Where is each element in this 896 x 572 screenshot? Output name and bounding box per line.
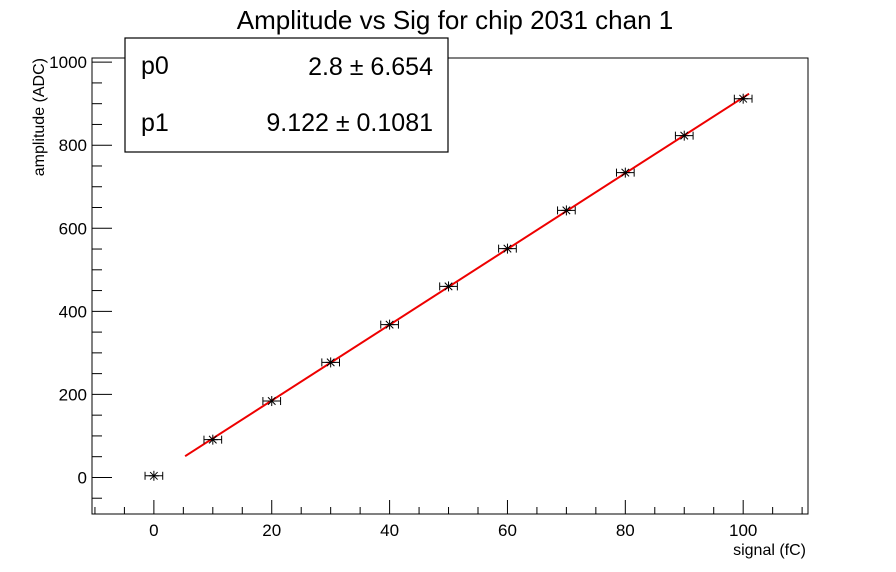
x-tick-label: 40 xyxy=(380,521,399,540)
marker-stroke xyxy=(385,320,394,329)
marker-stroke xyxy=(326,358,335,367)
marker-stroke xyxy=(680,131,689,140)
x-axis-ticks xyxy=(94,500,803,514)
x-axis-title: signal (fC) xyxy=(733,542,806,559)
data-point xyxy=(262,396,282,407)
x-tick-label: 80 xyxy=(616,521,635,540)
chart-title: Amplitude vs Sig for chip 2031 chan 1 xyxy=(237,5,673,35)
data-point xyxy=(674,130,694,141)
marker-stroke xyxy=(503,244,512,253)
y-tick-label: 800 xyxy=(59,136,87,155)
stats-box: p0 2.8 ± 6.654 p1 9.122 ± 0.1081 xyxy=(124,37,449,153)
x-tick-label: 0 xyxy=(149,521,158,540)
stats-p1-name: p1 xyxy=(141,109,169,137)
y-axis-ticks xyxy=(92,61,112,499)
x-tick-label: 20 xyxy=(262,521,281,540)
data-point xyxy=(498,243,517,254)
stats-p0-name: p0 xyxy=(141,52,169,80)
stats-box-frame xyxy=(124,37,449,153)
stats-p0-value: 2.8 ± 6.654 xyxy=(308,53,433,81)
stats-p1-value: 9.122 ± 0.1081 xyxy=(266,109,433,137)
plot-frame xyxy=(91,57,809,515)
data-points xyxy=(144,93,753,481)
y-axis-title: amplitude (ADC) xyxy=(31,58,48,176)
y-tick-label: 200 xyxy=(59,385,87,404)
y-tick-label: 400 xyxy=(59,302,87,321)
data-point xyxy=(203,434,223,445)
y-axis-tick-labels: 0 200 400 600 800 1000 xyxy=(49,53,87,487)
marker-stroke xyxy=(149,471,158,480)
y-tick-label: 1000 xyxy=(49,53,87,72)
x-tick-label: 60 xyxy=(498,521,517,540)
data-point xyxy=(321,357,341,368)
data-point xyxy=(557,205,576,216)
marker-stroke xyxy=(739,94,748,103)
marker-stroke xyxy=(444,282,453,291)
data-point xyxy=(615,167,635,178)
marker-stroke xyxy=(267,396,276,406)
fit-line xyxy=(184,92,750,458)
y-tick-label: 0 xyxy=(78,468,87,487)
marker-stroke xyxy=(621,168,630,177)
y-tick-label: 600 xyxy=(59,219,87,238)
data-point xyxy=(380,319,399,330)
x-axis-tick-labels: 0 20 40 60 80 100 xyxy=(149,521,757,540)
data-point xyxy=(733,93,753,104)
x-tick-label: 100 xyxy=(729,521,757,540)
data-point xyxy=(439,281,458,292)
marker-stroke xyxy=(208,435,217,444)
data-point xyxy=(144,470,164,481)
marker-stroke xyxy=(562,206,571,215)
